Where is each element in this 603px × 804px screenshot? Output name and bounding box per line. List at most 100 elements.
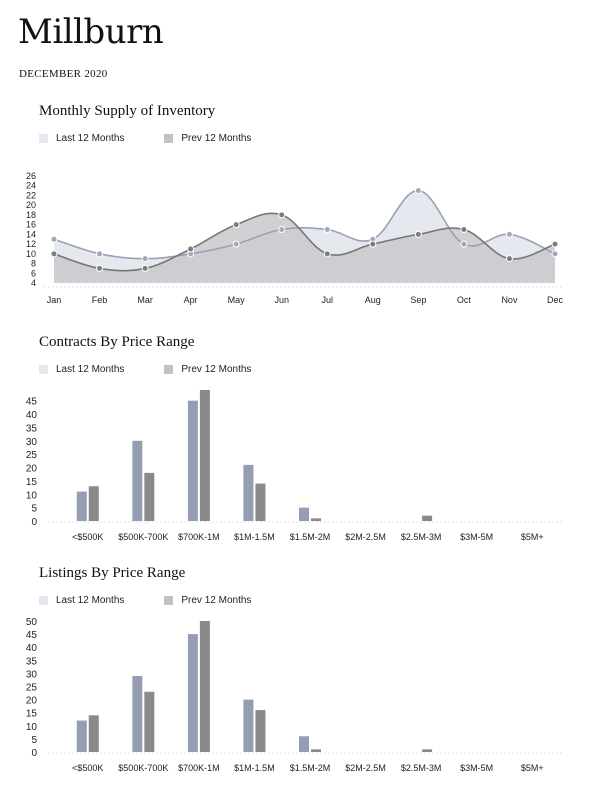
x-tick-label: $3M-5M xyxy=(460,763,493,773)
legend-swatch-prev xyxy=(164,596,174,605)
legend-item-prev: Prev 12 Months xyxy=(164,133,251,144)
x-tick-label: $700K-1M xyxy=(178,763,220,773)
y-tick-label: 5 xyxy=(31,504,37,515)
x-tick-label: $500K-700K xyxy=(118,532,168,542)
x-tick-label: May xyxy=(228,295,246,305)
x-tick-label: <$500K xyxy=(72,532,103,542)
y-tick-label: 6 xyxy=(31,268,36,278)
legend-swatch-last xyxy=(39,365,48,374)
bar-prev xyxy=(311,749,321,752)
contracts-chart-title: Contracts By Price Range xyxy=(39,334,195,350)
legend-label-prev: Prev 12 Months xyxy=(181,364,252,375)
data-point-prev xyxy=(96,264,104,272)
y-tick-label: 12 xyxy=(26,239,36,249)
x-tick-label: <$500K xyxy=(72,763,103,773)
legend-swatch-prev xyxy=(164,134,174,143)
inventory-chart-title: Monthly Supply of Inventory xyxy=(39,103,216,119)
y-tick-label: 8 xyxy=(31,259,36,269)
y-tick-label: 18 xyxy=(26,210,36,220)
x-tick-label: Jun xyxy=(274,295,289,305)
bar-last xyxy=(132,440,143,521)
x-tick-label: $2.5M-3M xyxy=(401,532,442,542)
bar-last xyxy=(132,676,143,752)
data-point-prev xyxy=(278,211,286,219)
legend-label-last: Last 12 Months xyxy=(56,364,125,375)
legend-label-last: Last 12 Months xyxy=(56,595,125,606)
x-tick-label: Jan xyxy=(47,295,62,305)
bar-prev xyxy=(311,518,321,521)
bar-prev xyxy=(422,749,433,752)
legend-item-last: Last 12 Months xyxy=(39,364,124,375)
y-tick-label: 50 xyxy=(26,617,38,628)
legend-item-prev: Prev 12 Months xyxy=(164,595,251,606)
bar-prev xyxy=(199,390,210,521)
y-tick-label: 45 xyxy=(26,397,38,408)
data-point-last xyxy=(232,240,240,248)
legend-label-prev: Prev 12 Months xyxy=(181,133,252,144)
x-tick-label: Jul xyxy=(322,295,334,305)
y-tick-label: 0 xyxy=(31,517,37,528)
legend-label-prev: Prev 12 Months xyxy=(181,595,252,606)
y-tick-label: 45 xyxy=(26,630,38,641)
data-point-last xyxy=(96,250,104,258)
bar-last xyxy=(299,736,309,752)
data-point-prev xyxy=(50,250,58,258)
bar-last xyxy=(243,699,254,752)
data-point-last xyxy=(50,235,58,243)
y-tick-label: 10 xyxy=(26,249,36,259)
data-point-last xyxy=(460,240,468,248)
x-tick-label: Nov xyxy=(501,295,518,305)
y-tick-label: 10 xyxy=(26,490,38,501)
data-point-prev xyxy=(187,245,195,253)
data-point-last xyxy=(551,250,559,258)
x-tick-label: Feb xyxy=(92,295,108,305)
bar-prev xyxy=(144,691,155,752)
y-tick-label: 20 xyxy=(26,200,36,210)
data-point-last xyxy=(414,187,422,195)
x-tick-label: $2M-2.5M xyxy=(345,763,386,773)
bar-last xyxy=(243,464,254,521)
x-tick-label: $5M+ xyxy=(521,532,544,542)
x-tick-label: $1.5M-2M xyxy=(290,532,331,542)
y-tick-label: 0 xyxy=(31,748,37,759)
y-tick-label: 30 xyxy=(26,669,38,680)
y-tick-label: 40 xyxy=(26,410,38,421)
inventory-legend: Last 12 Months Prev 12 Months xyxy=(39,133,291,144)
x-tick-label: Aug xyxy=(365,295,381,305)
bar-prev xyxy=(255,483,266,521)
data-point-last xyxy=(323,226,331,233)
data-point-prev xyxy=(551,240,559,248)
series-area-prev xyxy=(54,213,555,283)
data-point-last xyxy=(505,230,513,238)
bar-last xyxy=(76,491,87,521)
bar-prev xyxy=(422,515,433,521)
legend-label-last: Last 12 Months xyxy=(56,133,125,144)
data-point-last xyxy=(141,255,149,263)
y-tick-label: 22 xyxy=(26,190,36,200)
y-tick-label: 24 xyxy=(26,181,36,191)
bar-last xyxy=(76,720,87,752)
x-tick-label: Apr xyxy=(184,295,198,305)
y-tick-label: 5 xyxy=(31,735,37,746)
data-point-last xyxy=(278,226,286,233)
y-tick-label: 15 xyxy=(26,709,38,720)
data-point-prev xyxy=(232,221,240,229)
data-point-prev xyxy=(414,230,422,238)
legend-item-last: Last 12 Months xyxy=(39,133,124,144)
y-tick-label: 25 xyxy=(26,683,38,694)
y-tick-label: 4 xyxy=(31,278,36,288)
x-tick-label: $500K-700K xyxy=(118,763,168,773)
page-title: Millburn xyxy=(18,12,164,52)
x-tick-label: $1.5M-2M xyxy=(290,763,331,773)
bar-last xyxy=(187,634,198,752)
bar-last xyxy=(187,400,198,521)
x-tick-label: $5M+ xyxy=(521,763,544,773)
bar-last xyxy=(299,507,309,521)
contracts-legend: Last 12 Months Prev 12 Months xyxy=(39,364,291,375)
y-tick-label: 40 xyxy=(26,643,38,654)
legend-swatch-last xyxy=(39,134,48,143)
y-tick-label: 15 xyxy=(26,477,38,488)
